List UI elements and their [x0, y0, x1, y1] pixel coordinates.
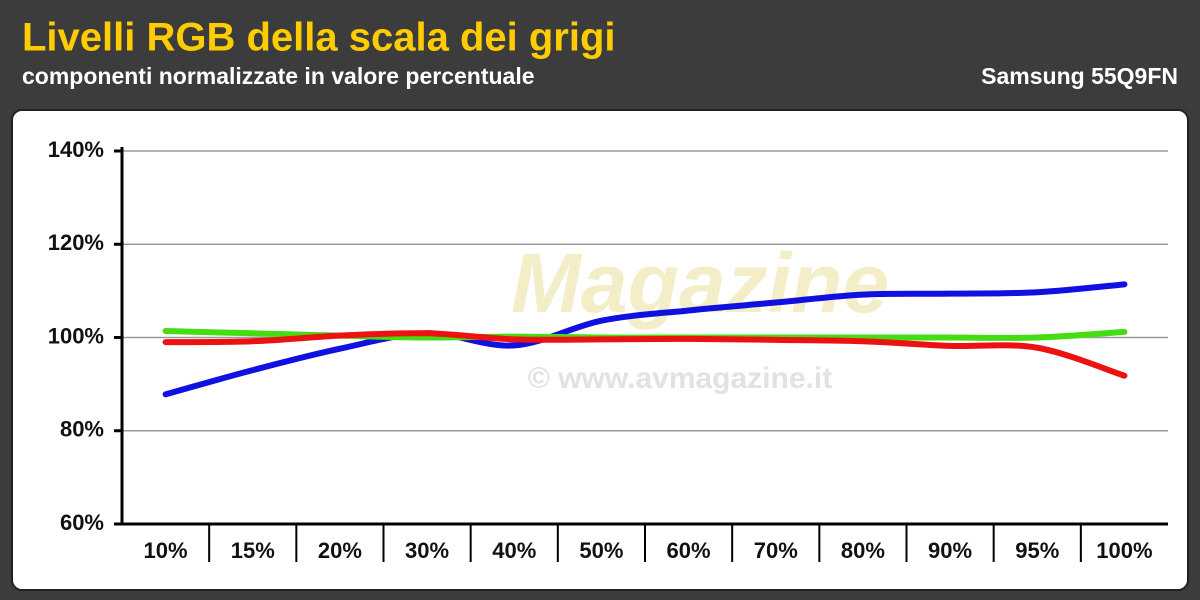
y-tick-label: 80% — [60, 417, 104, 442]
x-tick-label: 100% — [1096, 538, 1152, 563]
x-tick-label: 30% — [405, 538, 449, 563]
watermark-logo: Magazine — [511, 236, 889, 330]
x-tick-label: 70% — [754, 538, 798, 563]
chart-subtitle: componenti normalizzate in valore percen… — [22, 63, 535, 89]
x-tick-label: 80% — [841, 538, 885, 563]
x-tick-label: 95% — [1015, 538, 1059, 563]
chart-title: Livelli RGB della scala dei grigi — [22, 16, 616, 60]
y-tick-label: 140% — [48, 137, 104, 162]
watermark-url: © www.avmagazine.it — [528, 362, 832, 395]
x-tick-label: 90% — [928, 538, 972, 563]
y-tick-label: 120% — [48, 230, 104, 255]
x-tick-label: 20% — [318, 538, 362, 563]
x-tick-label: 10% — [144, 538, 188, 563]
y-tick-label: 100% — [48, 323, 104, 348]
series-line — [162, 330, 1128, 379]
device-label: Samsung 55Q9FN — [981, 63, 1178, 89]
x-tick-label: 15% — [231, 538, 275, 563]
x-tick-label: 60% — [667, 538, 711, 563]
plot-panel — [11, 109, 1189, 591]
series-line — [162, 281, 1128, 398]
x-tick-label: 50% — [579, 538, 623, 563]
y-tick-label: 60% — [60, 510, 104, 535]
x-tick-label: 40% — [492, 538, 536, 563]
